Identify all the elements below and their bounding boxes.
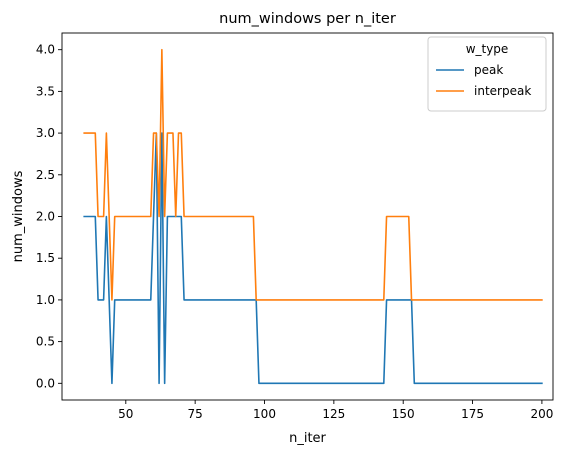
legend-box <box>427 36 547 112</box>
y-tick-label: 2.0 <box>36 210 55 224</box>
y-axis-label: num_windows <box>11 170 26 262</box>
x-tick-label: 175 <box>461 407 484 421</box>
y-tick-label: 3.5 <box>36 84 55 98</box>
y-tick-label: 3.0 <box>36 126 55 140</box>
y-tick-label: 1.0 <box>36 293 55 307</box>
legend-label-interpeak: interpeak <box>474 84 531 98</box>
y-tick-label: 1.5 <box>36 251 55 265</box>
series-line-peak <box>83 132 543 385</box>
x-tick-label: 150 <box>392 407 415 421</box>
legend-title: w_type <box>466 42 509 56</box>
y-axis-ticks: 0.0 0.5 1.0 1.5 2.0 2.5 3.0 3.5 4.0 <box>36 43 62 390</box>
x-tick-label: 200 <box>530 407 553 421</box>
legend-label-peak: peak <box>474 63 503 77</box>
series-line-interpeak <box>83 48 543 301</box>
chart-title: num_windows per n_iter <box>219 11 396 27</box>
x-tick-label: 125 <box>322 407 345 421</box>
x-axis-label: n_iter <box>289 431 326 446</box>
x-tick-label: 100 <box>253 407 276 421</box>
x-tick-label: 75 <box>188 407 203 421</box>
x-axis-ticks: 50 75 100 125 150 175 200 <box>118 400 553 421</box>
y-tick-label: 0.0 <box>36 376 55 390</box>
y-tick-label: 4.0 <box>36 43 55 57</box>
y-tick-label: 2.5 <box>36 168 55 182</box>
y-tick-label: 0.5 <box>36 335 55 349</box>
x-tick-label: 50 <box>118 407 133 421</box>
